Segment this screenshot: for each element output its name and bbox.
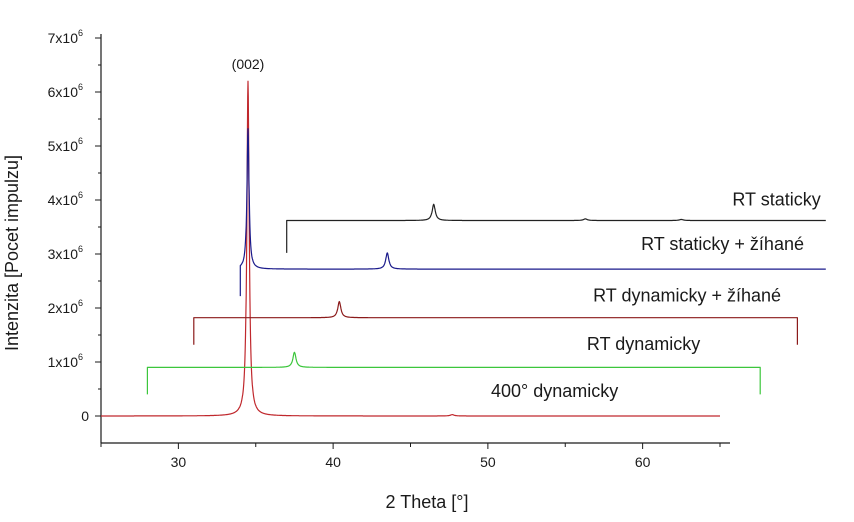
y-tick-label: 5x106	[48, 136, 83, 154]
series-label-0: 400° dynamicky	[491, 381, 618, 401]
peak-annotation: (002)	[232, 56, 265, 72]
y-tick-label: 6x106	[48, 82, 83, 100]
y-tick-label: 4x106	[48, 190, 83, 208]
series-line-0	[100, 80, 721, 417]
series-label-1: RT dynamicky	[587, 334, 700, 354]
x-tick-label: 30	[171, 454, 187, 470]
y-tick-label: 7x106	[48, 28, 83, 46]
series-line-4	[286, 203, 827, 253]
series-layer	[100, 80, 827, 417]
series-line-1	[146, 351, 761, 395]
series-label-3: RT staticky + žíhané	[641, 234, 804, 254]
y-tick-label: 3x106	[48, 244, 83, 262]
y-axis-label: Intenzita [Pocet impulzu]	[2, 155, 22, 351]
axes: 0 1x106 2x106 3x106 4x106 5x106 6x106 7x106 30 40…	[48, 28, 730, 470]
y-tick-label: 0	[81, 408, 89, 424]
x-tick-label: 50	[480, 454, 496, 470]
labels-layer: 400° dynamicky RT dynamicky RT dynamicky +…	[232, 56, 821, 401]
series-label-2: RT dynamicky + žíhané	[593, 286, 781, 306]
x-axis-label: 2 Theta [°]	[386, 492, 469, 512]
series-label-4: RT staticky	[732, 189, 820, 209]
series-line-2	[193, 300, 798, 345]
y-tick-label: 2x106	[48, 298, 83, 316]
x-tick-label: 40	[325, 454, 341, 470]
x-tick-label: 60	[635, 454, 651, 470]
y-tick-label: 1x106	[48, 352, 83, 370]
series-line-3	[239, 128, 827, 297]
